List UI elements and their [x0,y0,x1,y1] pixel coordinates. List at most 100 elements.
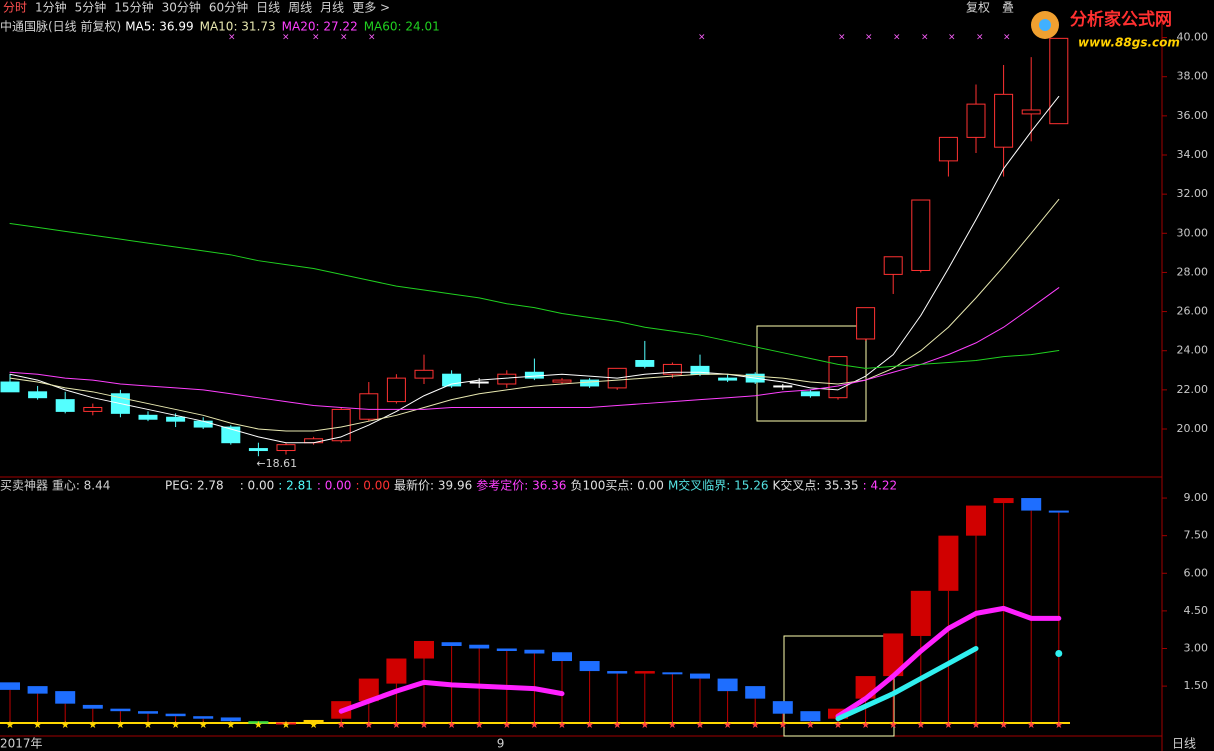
star: ★ [640,720,649,731]
range-bar [1021,498,1042,511]
range-bar [248,721,269,724]
range-bar [27,686,48,694]
y-tick-label: 6.00 [1184,566,1209,579]
star: ★ [88,720,97,731]
indicator-value: : 2.81 [278,479,313,493]
range-bar [303,719,324,723]
menu-tab[interactable]: 日线 [256,1,280,15]
y-tick-label: 1.50 [1184,679,1209,692]
candle-body [304,438,324,444]
star: ★ [475,720,484,731]
range-bar [193,716,214,719]
candle-body [800,391,820,397]
range-bar [717,678,738,692]
menu-tab[interactable]: 5分钟 [75,0,107,15]
indicator-value: 参考定价: 36.36 [476,478,566,493]
star: ★ [834,720,843,731]
y-tick-label: 26.00 [1177,305,1209,318]
star: ★ [171,720,180,731]
menu-tab[interactable]: 1分钟 [35,0,67,15]
star: ★ [116,720,125,731]
star: ★ [420,720,429,731]
star: ★ [999,720,1008,731]
menu-button[interactable]: 叠 [1002,1,1014,15]
x-tick-label: 2017年 [0,737,43,751]
indicator-value: M交叉临界: 15.26 [668,478,769,493]
star: ★ [778,720,787,731]
candle-body [994,93,1014,148]
candle-body [883,256,903,275]
range-bar [386,658,407,684]
range-bar [220,717,241,722]
star: ★ [282,720,291,731]
legend-entry: MA10: 31.73 [200,20,276,34]
indicator-value: PEG: 2.78 [165,479,224,493]
menu-tab[interactable]: 周线 [288,1,312,15]
y-tick-label: 22.00 [1177,383,1209,396]
menu-tab[interactable]: 60分钟 [209,0,248,15]
star: ★ [558,720,567,731]
indicator-line [835,605,1062,719]
star: ★ [723,720,732,731]
star: ★ [392,720,401,731]
candle-body [773,385,793,388]
menu-button[interactable]: 复权 [966,1,990,15]
range-bar [165,713,186,717]
star: ★ [916,720,925,731]
star: ★ [447,720,456,731]
range-bar [662,672,683,675]
menu-tab[interactable]: 15分钟 [114,0,153,15]
range-bar [276,722,296,725]
range-bar [607,671,628,674]
menu-tab[interactable]: 更多 > [352,1,390,15]
svg-text:×: × [893,33,901,43]
candle-body [193,420,213,428]
candle-body [414,369,434,379]
svg-text:×: × [282,33,290,43]
candle-body [276,444,296,452]
line-dot [1055,650,1063,658]
indicator-value: K交叉点: 35.35 [773,478,859,493]
candle-body [635,360,655,367]
legend-entry: MA5: 36.99 [125,20,193,34]
candle-body [938,136,958,162]
range-bar [552,652,572,662]
logo-url: www.88gs.com [1078,36,1180,50]
menu-tab[interactable]: 分时 [3,1,27,15]
svg-text:×: × [948,33,956,43]
y-tick-label: 7.50 [1184,529,1209,542]
menu-tab[interactable]: 30分钟 [162,0,201,15]
star: ★ [364,720,373,731]
range-bar [1048,510,1069,513]
svg-text:×: × [976,33,984,43]
range-bar [55,691,76,704]
candle-body [248,448,268,452]
star: ★ [585,720,594,731]
logo-icon [1039,19,1051,31]
signal-marks: × × × × × × × × × × × × × [228,33,1011,43]
range-bar [910,590,931,636]
candle-body [442,373,462,387]
indicator-line [9,198,1060,432]
star: ★ [806,720,815,731]
range-bar [496,648,517,652]
svg-text:×: × [312,33,320,43]
range-bar [634,671,655,674]
menu-tab[interactable]: 月线 [320,1,344,15]
indicator-value: 最新价: 39.96 [394,478,472,493]
candle-body [469,381,489,384]
candle-body [83,406,103,412]
star: ★ [6,720,15,731]
range-bar [966,505,986,536]
candle-body [1021,109,1041,115]
star: ★ [751,720,760,731]
star: ★ [199,720,208,731]
highlight-box [783,635,895,737]
legend-entry: MA60: 24.01 [364,20,440,34]
chart-title: 中通国脉(日线 前复权) [0,19,121,34]
candle-body [1049,37,1069,125]
range-bar [745,686,766,699]
star: ★ [337,720,346,731]
candle-body [221,426,241,444]
